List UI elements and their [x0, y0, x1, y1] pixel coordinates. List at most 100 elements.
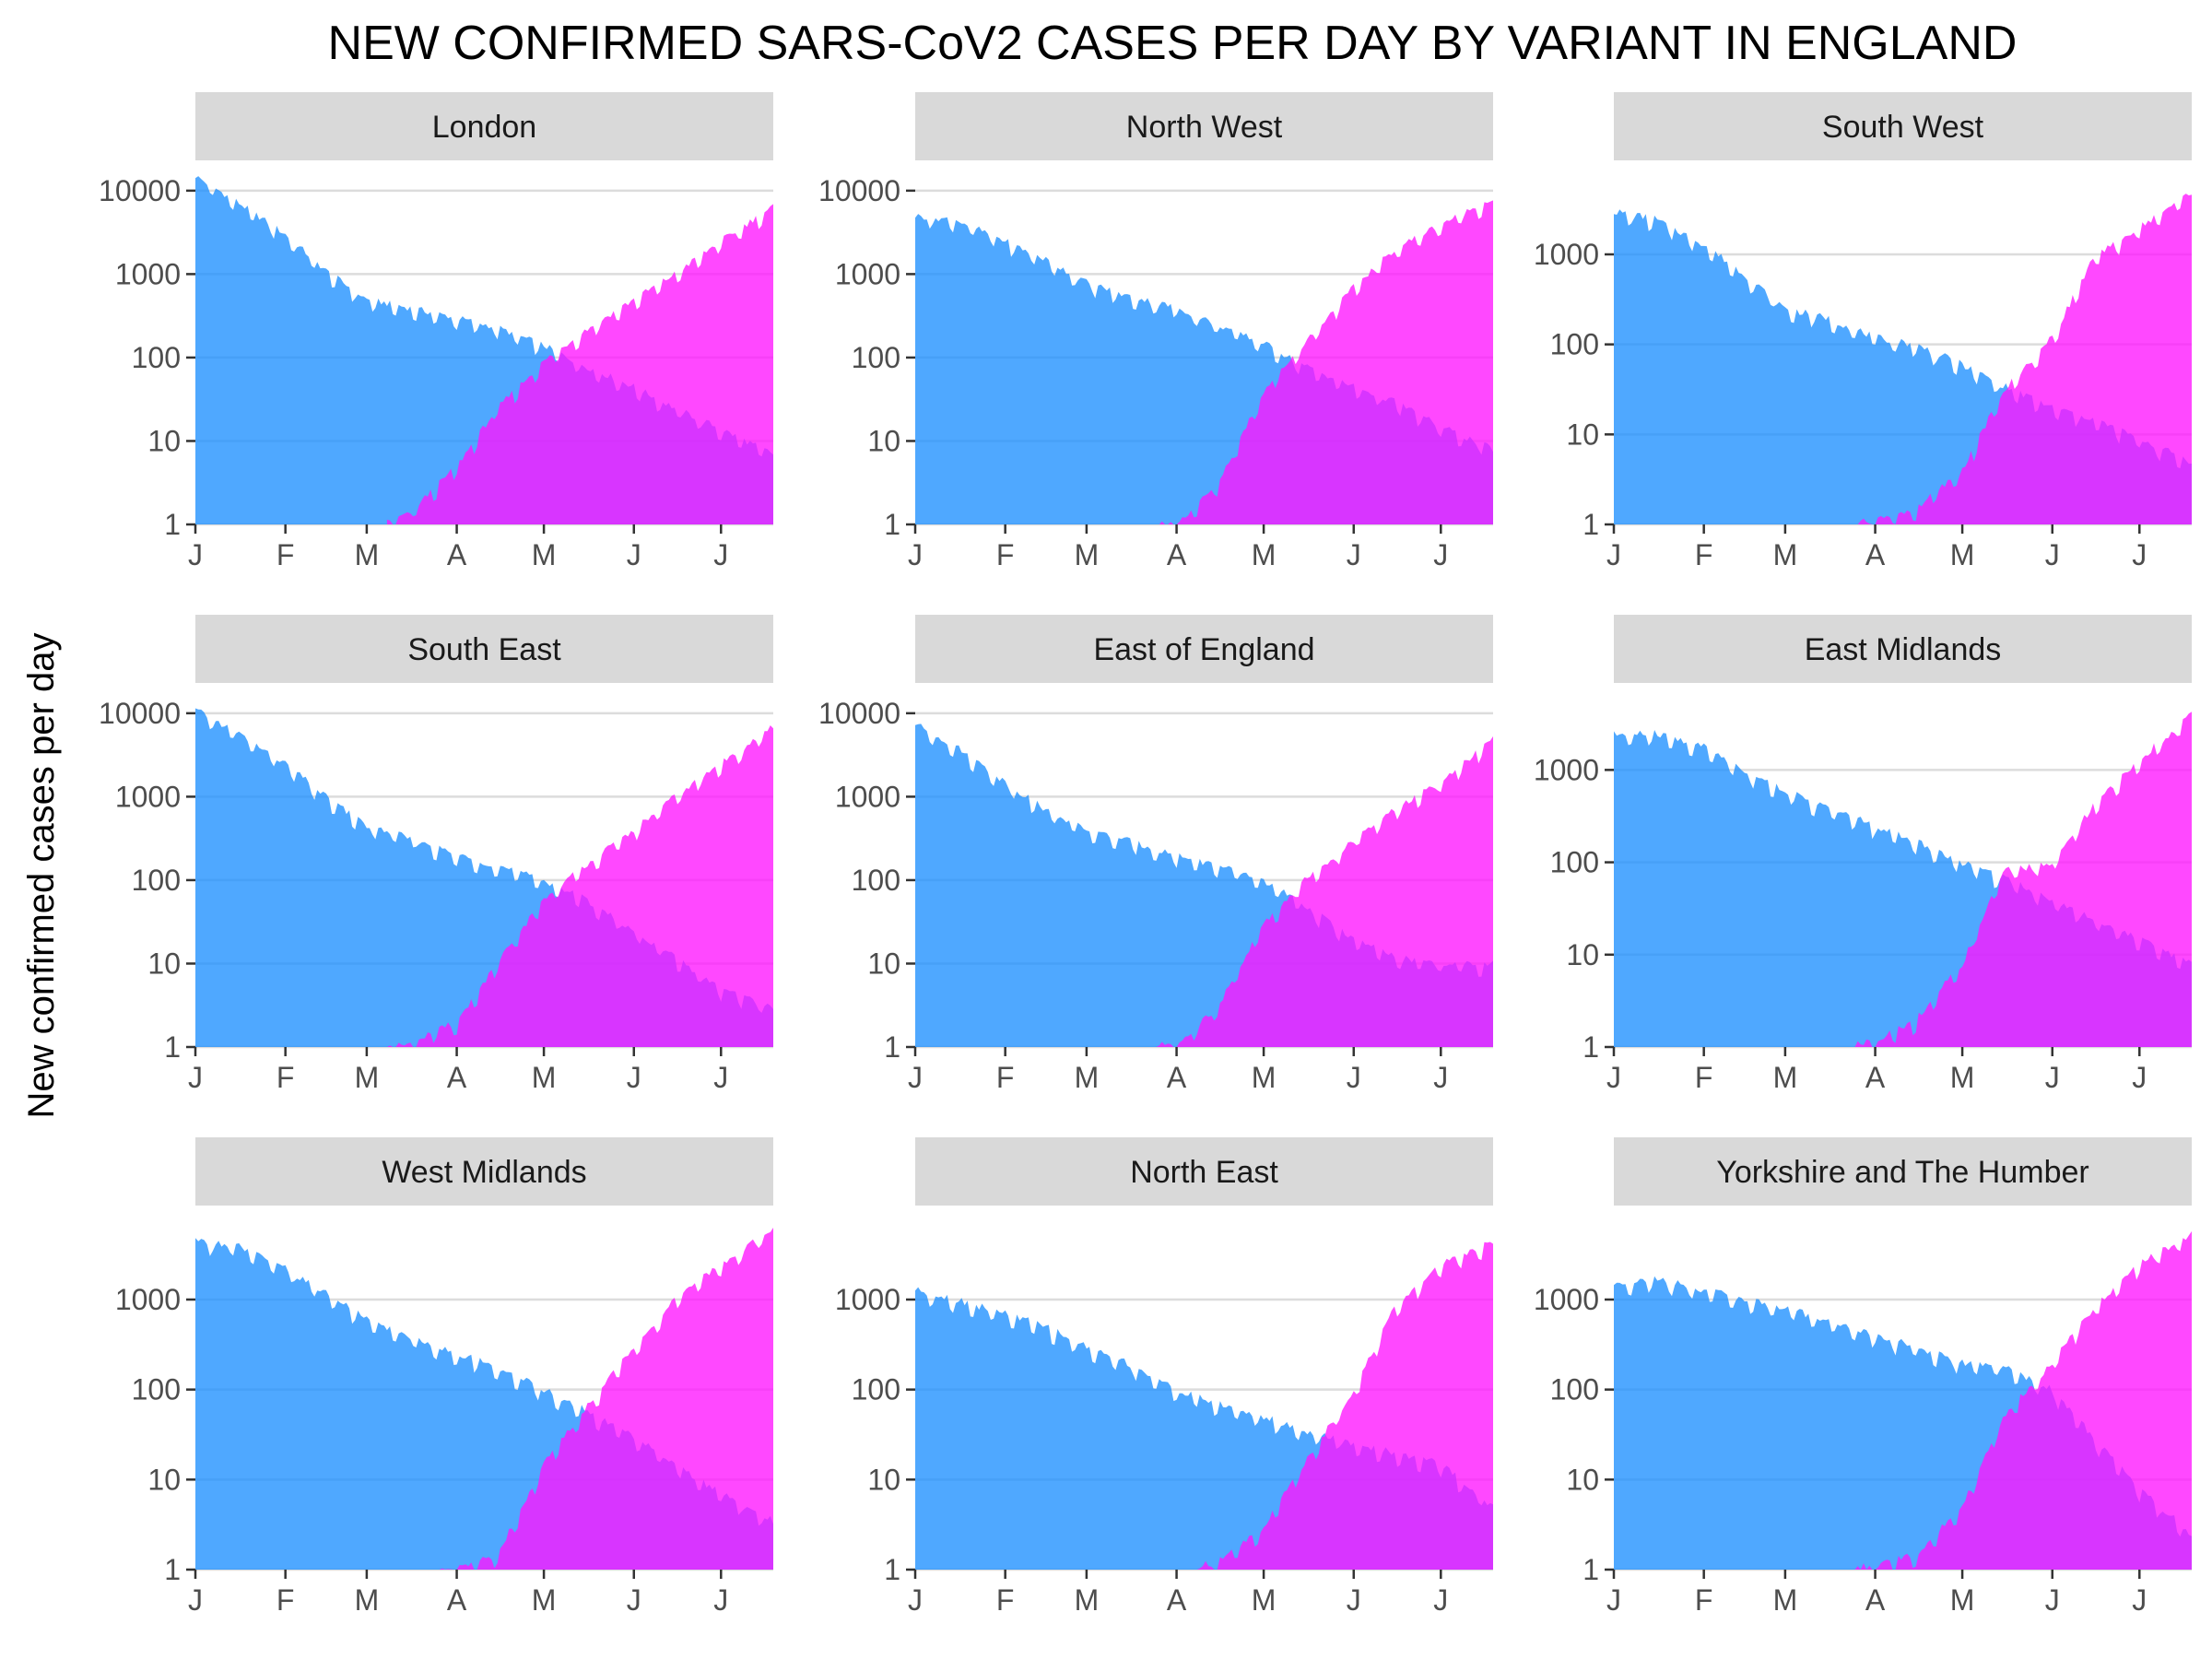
facet-label: West Midlands [382, 1155, 586, 1190]
x-tick-label: A [1865, 1061, 1886, 1094]
x-tick-label: M [1950, 1061, 1975, 1094]
x-tick-label: J [1433, 1583, 1448, 1617]
y-tick-label: 1 [884, 1030, 900, 1064]
y-tick-label: 10 [1566, 938, 1599, 971]
y-tick-label: 10000 [818, 697, 900, 730]
x-tick-label: J [1606, 1583, 1621, 1617]
y-tick-label: 1000 [115, 257, 181, 290]
facet-strip [915, 615, 1493, 683]
x-tick-label: J [627, 1061, 641, 1094]
x-tick-label: J [1347, 1583, 1361, 1617]
y-tick-label: 1000 [1534, 1283, 1599, 1316]
y-tick-label: 100 [852, 1373, 900, 1406]
x-tick-label: F [996, 1061, 1015, 1094]
area-series-pink [1153, 200, 1493, 524]
x-tick-label: F [996, 538, 1015, 571]
x-tick-label: M [1075, 538, 1100, 571]
y-tick-label: 1000 [115, 1283, 181, 1316]
y-tick-label: 1 [884, 508, 900, 541]
area-series-pink [1196, 1241, 1493, 1570]
x-tick-label: M [355, 1061, 380, 1094]
facet-strip [1614, 615, 2192, 683]
facet-panel: East Midlands 1 10 100 1000 J F M A M J J [1534, 615, 2192, 1094]
facet-panel: South West 1 10 100 1000 J F M A M J J [1534, 92, 2192, 571]
x-tick-label: J [188, 1583, 203, 1617]
y-tick-label: 10 [147, 1463, 181, 1496]
facet-label: London [432, 110, 536, 145]
y-tick-label: 10 [867, 1463, 900, 1496]
y-tick-label: 1000 [835, 1283, 900, 1316]
facet-panel: London 1 10 100 1000 10000 J F M A M J J [99, 92, 773, 571]
x-tick-label: M [532, 538, 557, 571]
x-tick-label: J [908, 538, 923, 571]
x-tick-label: J [713, 538, 728, 571]
x-tick-label: A [447, 538, 467, 571]
y-tick-label: 100 [1550, 846, 1599, 879]
x-tick-label: J [908, 1061, 923, 1094]
x-tick-label: J [2045, 1583, 2060, 1617]
area-series-pink [1852, 712, 2192, 1047]
y-tick-label: 1 [884, 1553, 900, 1586]
y-tick-label: 100 [132, 341, 181, 374]
x-tick-label: J [627, 538, 641, 571]
x-tick-label: J [908, 1583, 923, 1617]
x-tick-label: M [1773, 1061, 1798, 1094]
y-tick-label: 1000 [115, 780, 181, 813]
x-tick-label: M [355, 1583, 380, 1617]
x-tick-label: F [1695, 1061, 1713, 1094]
x-tick-label: J [1347, 538, 1361, 571]
x-tick-label: J [1606, 1061, 1621, 1094]
facet-panel: North East 1 10 100 1000 J F M A M J J [835, 1137, 1493, 1617]
y-tick-label: 1 [164, 508, 181, 541]
x-tick-label: M [1075, 1061, 1100, 1094]
area-series-pink [1852, 194, 2192, 524]
x-tick-label: A [447, 1583, 467, 1617]
facet-label: North West [1126, 110, 1283, 145]
facet-label: North East [1130, 1155, 1278, 1190]
y-tick-label: 10000 [99, 174, 181, 207]
x-tick-label: M [355, 538, 380, 571]
y-tick-label: 1 [164, 1553, 181, 1586]
x-tick-label: F [276, 538, 295, 571]
y-tick-label: 10 [1566, 1463, 1599, 1496]
y-tick-label: 1000 [1534, 238, 1599, 271]
facet-strip [195, 92, 773, 160]
x-tick-label: A [1865, 538, 1886, 571]
x-tick-label: M [1252, 1583, 1277, 1617]
facet-strip [915, 1137, 1493, 1206]
x-tick-label: J [1433, 538, 1448, 571]
area-series-pink [1852, 1230, 2192, 1570]
facet-label: South West [1822, 110, 1984, 145]
y-tick-label: 1000 [835, 257, 900, 290]
facet-panel: South East 1 10 100 1000 10000 J F M A M J J [99, 615, 773, 1094]
x-tick-label: J [2132, 1061, 2147, 1094]
facet-strip [195, 615, 773, 683]
x-tick-label: A [1167, 1583, 1187, 1617]
y-axis-label: New confirmed cases per day [21, 633, 62, 1119]
y-tick-label: 100 [852, 341, 900, 374]
x-tick-label: M [532, 1061, 557, 1094]
facet-panel: East of England 1 10 100 1000 10000 J F M A M J J [818, 615, 1493, 1094]
x-tick-label: M [1950, 1583, 1975, 1617]
y-tick-label: 100 [1550, 1373, 1599, 1406]
facet-panel: North West 1 10 100 1000 10000 J F M A M J J [818, 92, 1493, 571]
y-tick-label: 10 [147, 947, 181, 980]
x-tick-label: M [532, 1583, 557, 1617]
x-tick-label: A [1865, 1583, 1886, 1617]
x-tick-label: M [1075, 1583, 1100, 1617]
chart-title: NEW CONFIRMED SARS-CoV2 CASES PER DAY BY… [328, 17, 2018, 70]
facet-strip [915, 92, 1493, 160]
x-tick-label: J [1433, 1061, 1448, 1094]
x-tick-label: M [1773, 1583, 1798, 1617]
x-tick-label: A [1167, 1061, 1187, 1094]
facet-panels: London 1 10 100 1000 10000 J F M A M J J North West 1 1… [99, 92, 2192, 1617]
y-tick-label: 10000 [818, 174, 900, 207]
facet-strip [195, 1137, 773, 1206]
x-tick-label: J [188, 538, 203, 571]
y-tick-label: 10 [147, 424, 181, 457]
area-series-pink [1153, 735, 1493, 1047]
x-tick-label: F [996, 1583, 1015, 1617]
y-tick-label: 10 [867, 947, 900, 980]
facet-label: Yorkshire and The Humber [1716, 1155, 2088, 1190]
